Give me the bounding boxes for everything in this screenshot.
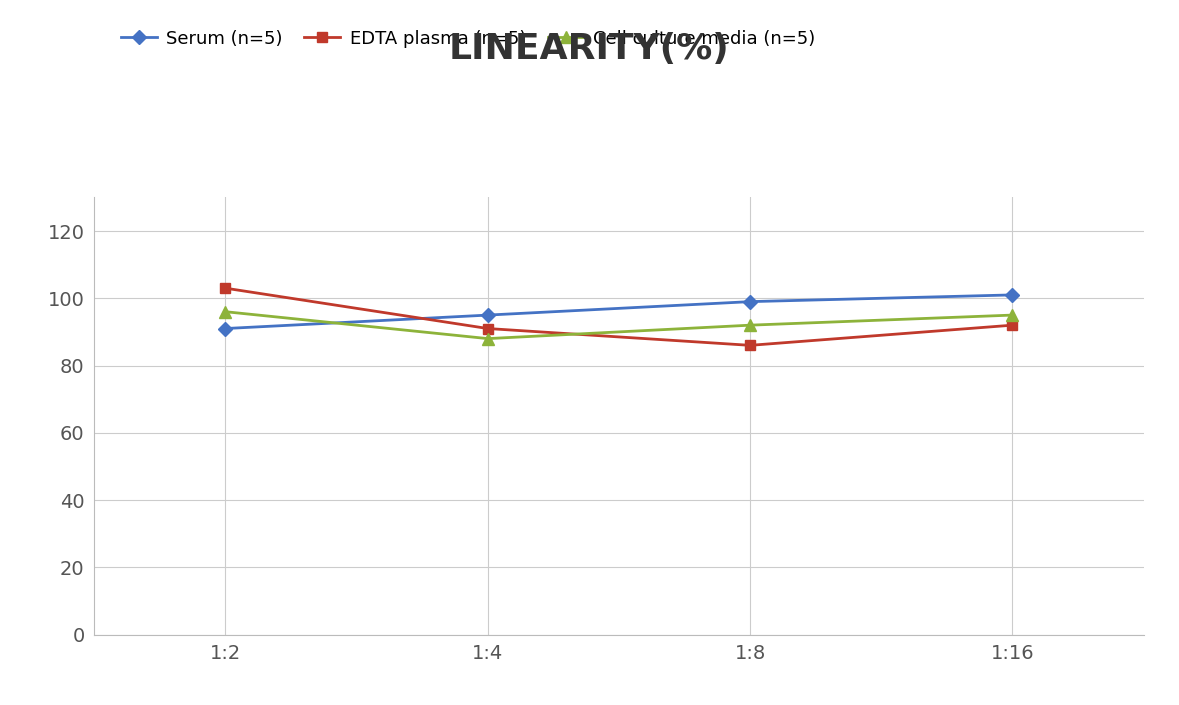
- EDTA plasma (n=5): [481, 324, 495, 333]
- Legend: Serum (n=5), EDTA plasma (n=5), Cell culture media (n=5): Serum (n=5), EDTA plasma (n=5), Cell cul…: [114, 23, 822, 56]
- Line: Cell culture media (n=5): Cell culture media (n=5): [220, 306, 1017, 344]
- Cell culture media (n=5): [481, 334, 495, 343]
- Line: Serum (n=5): Serum (n=5): [220, 290, 1017, 333]
- EDTA plasma (n=5): [1006, 321, 1020, 329]
- Cell culture media (n=5): [743, 321, 757, 329]
- Cell culture media (n=5): [218, 307, 232, 316]
- Serum (n=5): [1006, 290, 1020, 299]
- Cell culture media (n=5): [1006, 311, 1020, 319]
- Line: EDTA plasma (n=5): EDTA plasma (n=5): [220, 283, 1017, 350]
- Serum (n=5): [481, 311, 495, 319]
- Text: LINEARITY(%): LINEARITY(%): [449, 32, 730, 66]
- EDTA plasma (n=5): [218, 284, 232, 293]
- EDTA plasma (n=5): [743, 341, 757, 350]
- Serum (n=5): [743, 298, 757, 306]
- Serum (n=5): [218, 324, 232, 333]
